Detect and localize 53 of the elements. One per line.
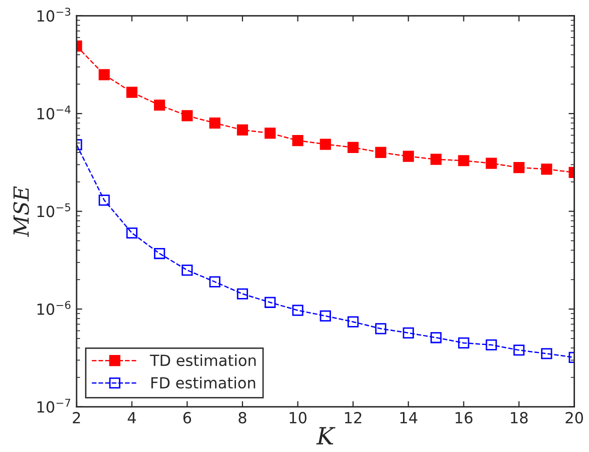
- point: [126, 227, 138, 239]
- point: [513, 344, 525, 356]
- point: [182, 110, 193, 122]
- y-tick-label: 10$^{−4}$: [37, 106, 71, 120]
- point: [98, 194, 110, 206]
- point: [430, 154, 442, 165]
- point: [264, 128, 276, 139]
- point: [154, 248, 166, 260]
- x-tick-label: 2: [72, 412, 80, 424]
- x-tick-label: 6: [183, 412, 192, 424]
- y-tick-label: 10$^{−5}$: [37, 203, 70, 218]
- point: [486, 158, 497, 169]
- point: [486, 339, 497, 350]
- point: [209, 276, 220, 288]
- x-tick-label: 16: [456, 412, 472, 424]
- point: [458, 155, 470, 166]
- point: [375, 323, 386, 334]
- point: [541, 348, 552, 360]
- point: [182, 264, 193, 276]
- x-tick-label: 14: [400, 412, 418, 424]
- point: [236, 288, 248, 300]
- y-tick-label: 10$^{−7}$: [37, 398, 70, 413]
- x-tick-label: 10: [290, 412, 306, 424]
- point: [348, 142, 359, 154]
- point: [348, 316, 359, 328]
- x-tick-label: 12: [345, 412, 362, 424]
- point: [402, 327, 414, 338]
- point: [292, 134, 304, 146]
- point: [236, 124, 248, 136]
- point: [375, 146, 386, 158]
- point: [209, 117, 220, 129]
- point: [292, 304, 304, 316]
- legend-label: TD estimation: [150, 354, 256, 366]
- y-tick-label: 10$^{−3}$: [37, 8, 70, 22]
- point: [320, 310, 331, 322]
- point: [513, 162, 525, 174]
- point: [264, 296, 276, 308]
- x-tick-label: 4: [128, 412, 136, 424]
- point: [98, 69, 110, 80]
- y-axis-title: MSE: [13, 186, 29, 238]
- point: [320, 138, 331, 150]
- point: [126, 86, 138, 98]
- point: [541, 164, 552, 175]
- point: [430, 332, 442, 344]
- x-tick-label: 20: [566, 412, 583, 424]
- x-axis-title: K: [316, 427, 336, 444]
- point: [154, 100, 166, 111]
- legend-label: FD estimation: [151, 376, 256, 389]
- point: [458, 337, 470, 349]
- x-tick-label: 8: [238, 412, 246, 424]
- y-tick-label: 10$^{−6}$: [37, 300, 70, 315]
- point: [402, 150, 414, 162]
- x-tick-label: 18: [510, 412, 528, 424]
